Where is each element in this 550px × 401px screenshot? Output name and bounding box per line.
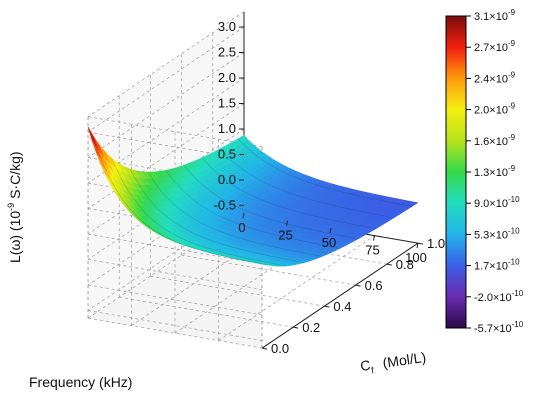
colorbar-tick-label: 5.3×10-10 [474, 226, 520, 241]
colorbar-tick-label: -2.0×10-10 [474, 289, 524, 304]
colorbar [445, 15, 467, 329]
colorbar-tick-label: 3.1×10-9 [474, 8, 516, 23]
axis-ticks: -0.50.00.51.01.52.02.53.00 25 50 75 1001.00.… [214, 19, 445, 356]
y-tick-label: 0.2 [302, 320, 320, 335]
y-tick-label: 0.8 [396, 257, 414, 272]
z-tick-label: 1.5 [218, 96, 236, 111]
z-tick-label: -0.5 [214, 198, 236, 213]
grid-line [87, 128, 245, 235]
surface-mesh-line [129, 168, 305, 263]
x-tick-label: 0 [238, 220, 245, 235]
z-tick-label: 1.0 [218, 121, 236, 136]
x-tick [242, 213, 245, 219]
x-tick [329, 228, 332, 234]
surface-patch [406, 201, 419, 207]
x-tick [416, 243, 419, 249]
y-tick-label: 0.6 [365, 278, 383, 293]
z-tick-label: 2.0 [218, 70, 236, 85]
surface-mesh-line [183, 164, 359, 240]
y-tick-label: 1.0 [427, 236, 445, 251]
surface-mesh-line [111, 158, 287, 267]
y-tick [355, 284, 361, 287]
grid-line [87, 26, 245, 133]
colorbar-tick-label: 1.6×10-9 [474, 133, 516, 148]
surface-mesh-line [165, 170, 341, 249]
y-tick [293, 326, 299, 329]
colorbar-tick-label: 9.0×10-10 [474, 195, 520, 210]
surface-mesh-line [237, 138, 413, 207]
z-tick-label: 3.0 [218, 19, 236, 34]
y-axis-label: Cf (Mol/L) [359, 349, 427, 377]
surface-mesh-line [219, 148, 395, 219]
y-tick [417, 242, 424, 245]
x-tick [373, 235, 375, 241]
x-axis-label: Frequency (kHz) [29, 374, 132, 390]
colorbar-tick-label: 2.0×10-9 [474, 102, 516, 117]
surface-mesh-line [147, 171, 323, 257]
colorbar-tick-label: 2.7×10-9 [474, 39, 516, 54]
surface-mesh-line [201, 157, 377, 229]
y-tick-label: 0.0 [271, 341, 289, 356]
z-tick-label: 0.0 [218, 172, 236, 187]
y-tick-label: 0.4 [333, 299, 351, 314]
box-edge [87, 11, 245, 117]
colorbar-tick-label: 2.4×10-9 [474, 70, 516, 85]
colorbar-tick-label: 1.3×10-9 [474, 164, 516, 179]
grid-line [87, 52, 245, 158]
z-tick-label: 0.5 [218, 147, 236, 162]
x-tick-label: 50 [322, 235, 336, 250]
grid-line [218, 235, 375, 341]
colorbar-ticks: 3.1×10-9 2.7×10-9 2.4×10-9 2.0×10-9 1.6×10-9… [466, 8, 524, 335]
x-tick-label: 25 [278, 228, 292, 243]
x-tick-label: 100 [405, 250, 427, 265]
y-tick [324, 305, 330, 308]
z-tick-label: 2.5 [218, 45, 236, 60]
colorbar-tick-label: 1.7×10-10 [474, 258, 520, 273]
y-axis-line [261, 242, 419, 349]
y-tick [261, 347, 268, 350]
colorbar-tick-label: -5.7×10-10 [474, 320, 524, 335]
y-tick [386, 263, 392, 266]
side-wall [88, 11, 244, 319]
x-tick-label: 75 [365, 243, 379, 258]
surface-mesh-line [93, 137, 269, 266]
surface [87, 126, 419, 267]
x-tick [286, 220, 288, 226]
z-axis-label: L(ω) (10-9 S·C/kg) [6, 151, 23, 263]
